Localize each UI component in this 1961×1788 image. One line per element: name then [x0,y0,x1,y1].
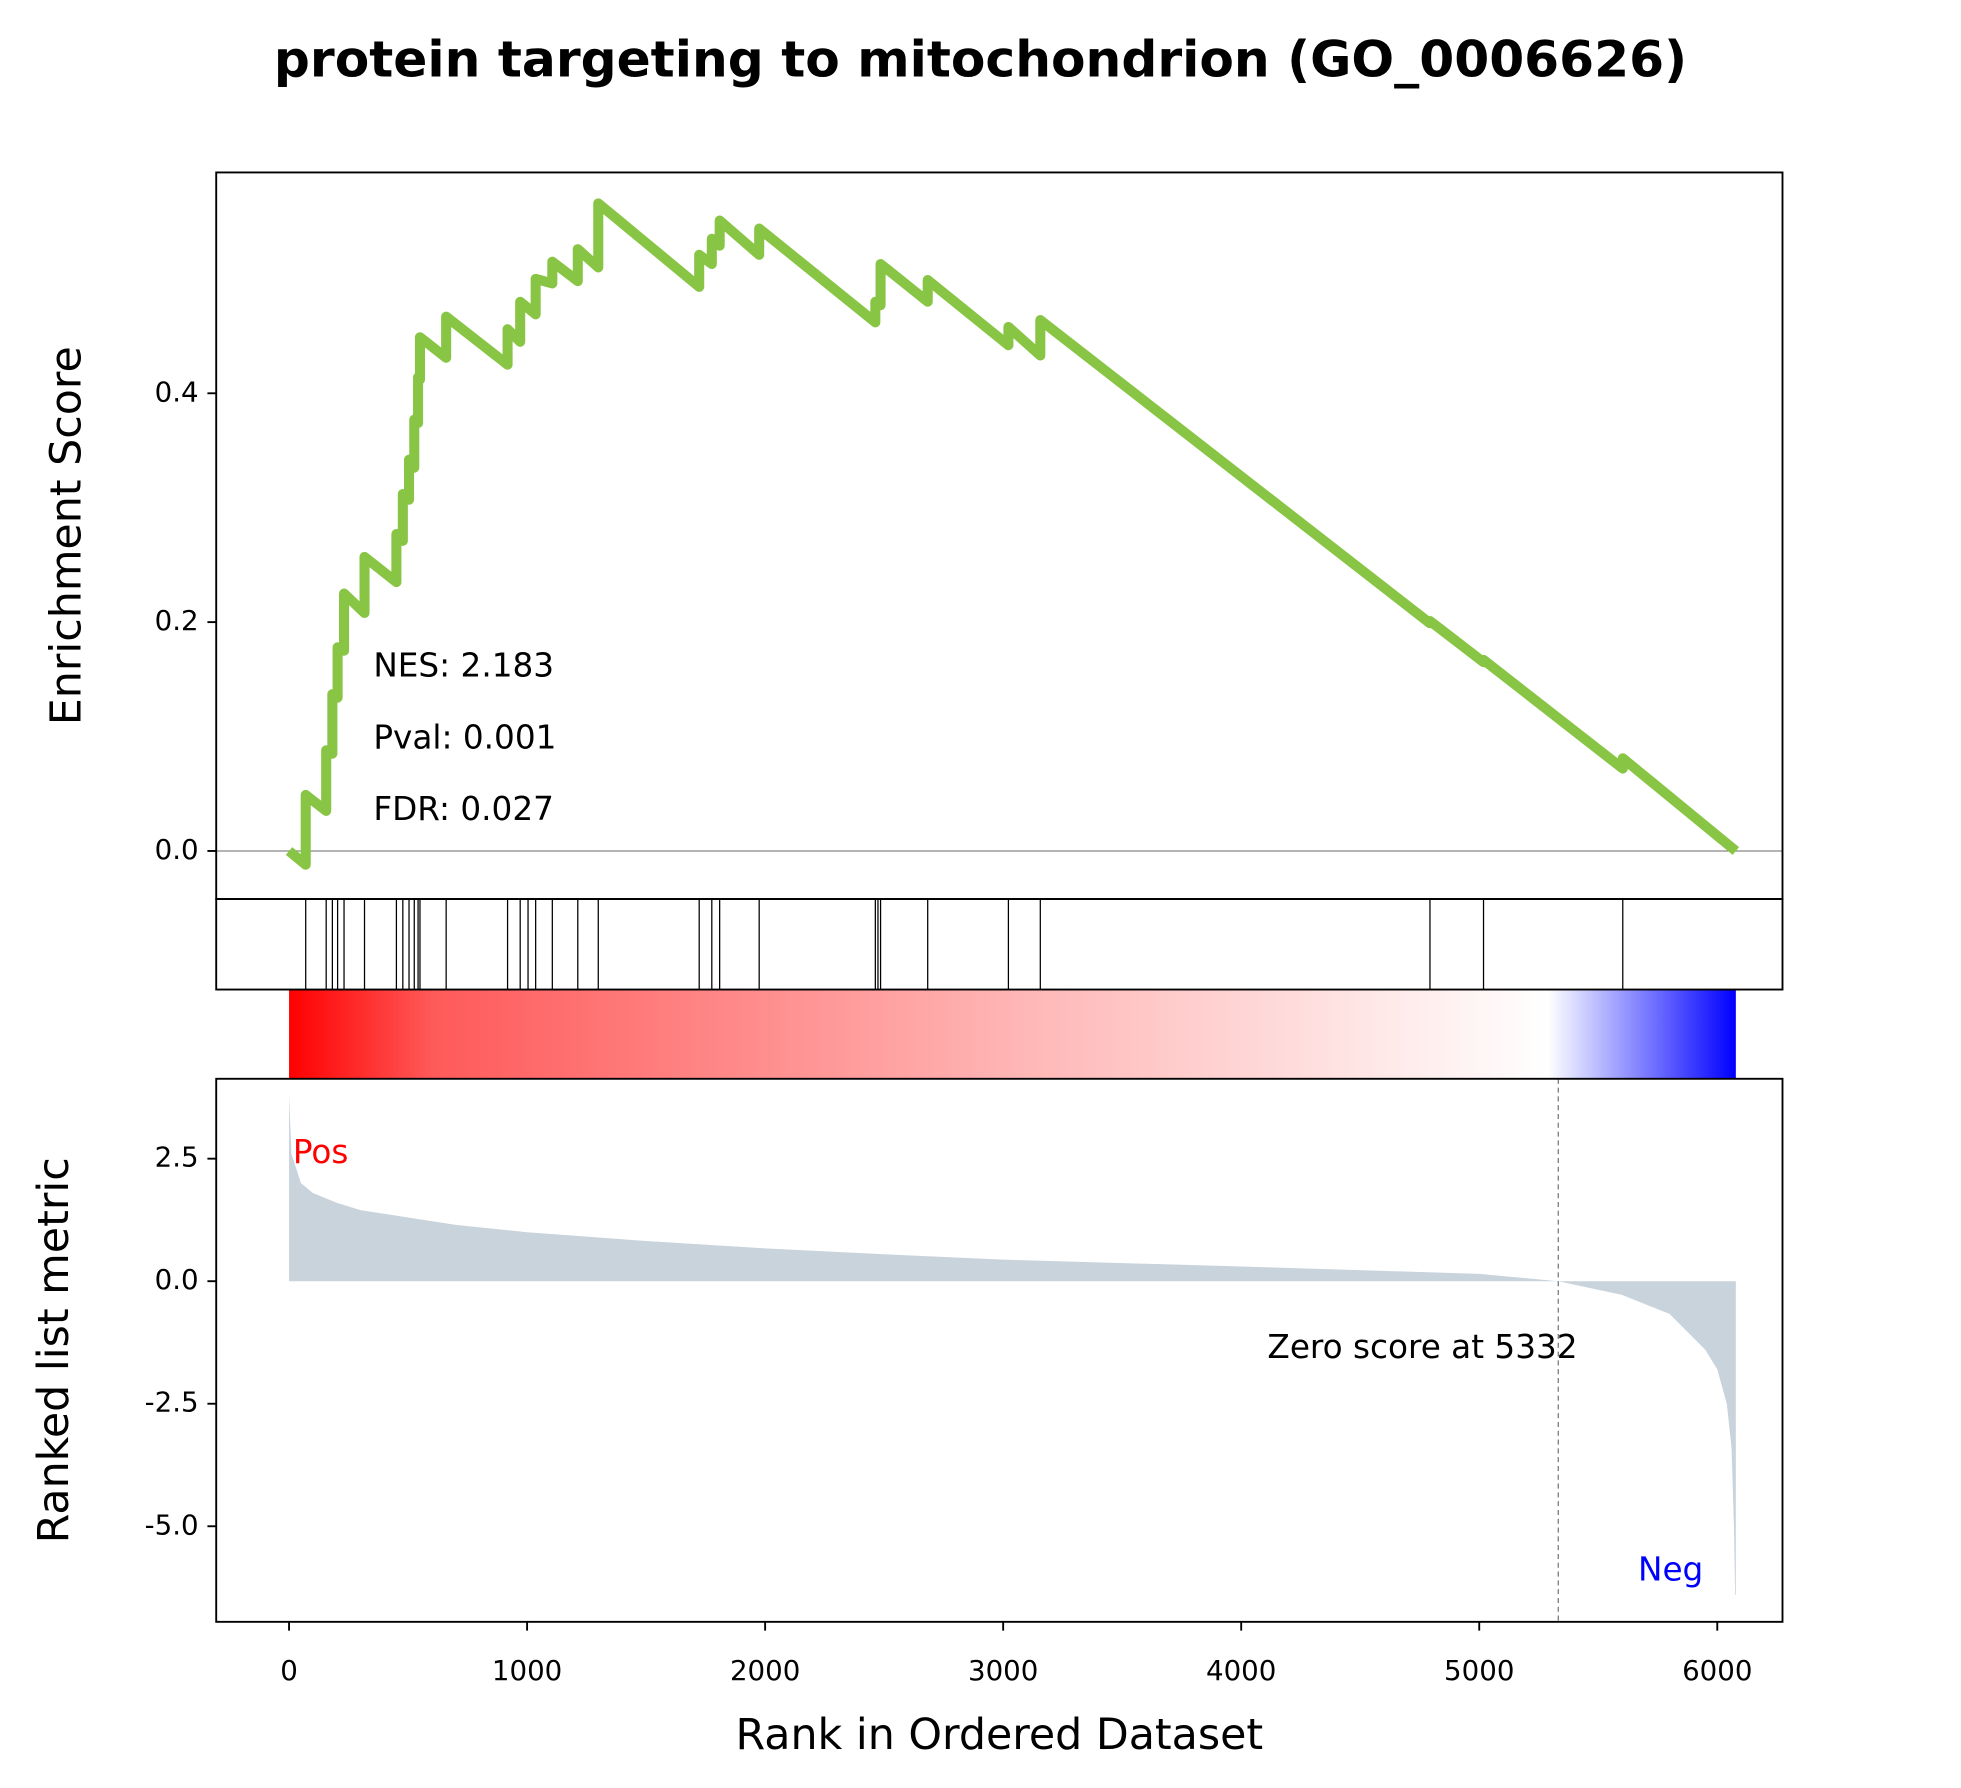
x-axis-label: Rank in Ordered Dataset [736,1710,1264,1760]
x-tick-label: 6000 [1682,1654,1752,1687]
hits-frame [215,898,1784,991]
y-tick-label: 2.5 [155,1141,199,1174]
neg-label: Neg [1638,1551,1703,1589]
x-tick-label: 3000 [968,1654,1038,1687]
y-tick-label: 0.4 [155,375,199,408]
y-axis-label: Enrichment Score [42,346,92,725]
x-tick-label: 4000 [1206,1654,1276,1687]
x-tick-label: 1000 [492,1654,562,1687]
zero-score-label: Zero score at 5332 [1267,1328,1577,1366]
pos-label: Pos [293,1133,349,1171]
x-tick-label: 5000 [1444,1654,1514,1687]
y-tick-label: 0.2 [155,604,199,637]
stat-label: Pval: 0.001 [373,718,556,756]
stat-label: NES: 2.183 [373,647,554,685]
y-tick-label: 0.0 [155,833,199,866]
y-tick-label: 0.0 [155,1263,199,1296]
chart-title: protein targeting to mitochondrion (GO_0… [274,30,1687,89]
y-tick-label: -2.5 [145,1386,199,1419]
y-axis-label: Ranked list metric [29,1157,79,1543]
y-tick-label: -5.0 [145,1508,199,1541]
axes-frame [215,1077,1784,1623]
x-tick-label: 2000 [730,1654,800,1687]
stat-label: FDR: 0.027 [373,790,554,828]
color-bar [289,989,1736,1079]
es-line [285,198,1740,870]
x-tick-label: 0 [280,1654,298,1687]
